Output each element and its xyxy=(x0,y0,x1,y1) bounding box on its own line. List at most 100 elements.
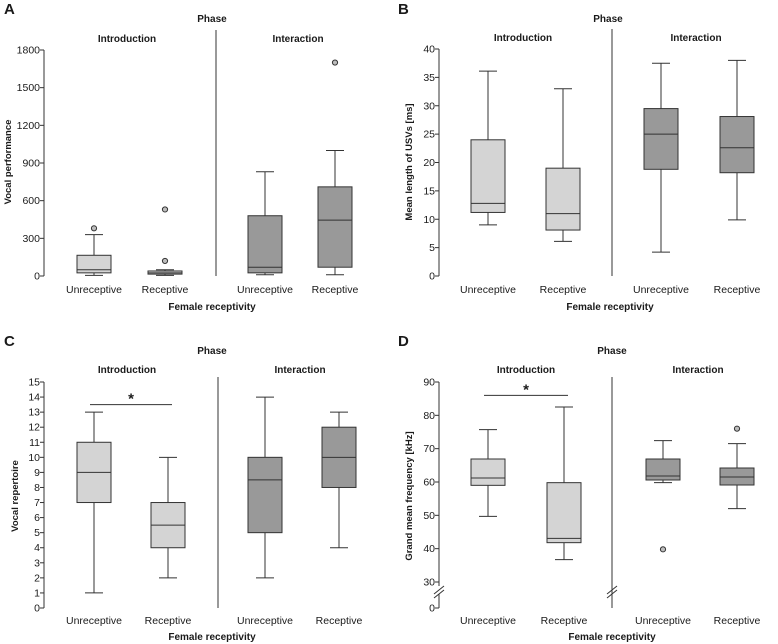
panel-b-box xyxy=(545,167,581,231)
panel-d-axis-break-mark xyxy=(433,585,445,595)
panel-d-outlier-point xyxy=(659,546,667,553)
panel-c-y-tick-label: 11 xyxy=(29,437,40,449)
panel-a-x-axis-label: Female receptivity xyxy=(168,302,256,313)
panel-d-y-tick-label: 90 xyxy=(423,377,435,389)
panel-a-y-tick-label: 300 xyxy=(22,233,40,245)
panel-d-box xyxy=(546,482,582,544)
panel-b-category-unreceptive-introduction: Unreceptive xyxy=(460,284,516,296)
panel-b-category-receptive-introduction: Receptive xyxy=(540,284,587,296)
panel-b-facet-introduction: Introduction xyxy=(494,33,552,44)
panel-b-y-tick-label: 30 xyxy=(423,100,435,112)
panel-d-axis-break-mark xyxy=(433,589,445,599)
panel-b-plot: 0 5 10 15 20 25 30 35 40 xyxy=(423,29,755,283)
panel-c-facet-interaction: Interaction xyxy=(274,365,325,376)
panel-b-box xyxy=(643,108,679,170)
panel-a-outlier-point xyxy=(331,59,339,66)
panel-d-facet-interaction: Interaction xyxy=(672,365,723,376)
panel-c-y-tick-label: 1 xyxy=(34,587,40,599)
panel-b-box xyxy=(470,139,506,213)
panel-d-y-tick-label: 70 xyxy=(423,443,435,455)
panel-a-y-tick-label: 1800 xyxy=(17,45,41,57)
panel-c-x-axis-label: Female receptivity xyxy=(168,632,256,643)
panel-d-y-tick-label: 80 xyxy=(423,410,435,422)
panel-c-category-unreceptive-introduction: Unreceptive xyxy=(66,615,122,627)
panel-c-facet-introduction: Introduction xyxy=(98,365,156,376)
panel-b: B Phase Introduction Interaction Mean le… xyxy=(398,1,761,313)
panel-a-y-tick-label: 1200 xyxy=(17,120,41,132)
panel-a-category-receptive-introduction: Receptive xyxy=(142,284,189,296)
panel-d-category-unreceptive-introduction: Unreceptive xyxy=(460,615,516,627)
panel-d-outlier-point xyxy=(733,425,741,432)
panel-c-y-tick-label: 13 xyxy=(28,407,40,419)
panel-a-y-axis-label: Vocal performance xyxy=(3,120,14,205)
panel-d-significance-label: * xyxy=(523,381,529,398)
panel-a-letter: A xyxy=(4,1,15,18)
panel-a-outlier-point xyxy=(161,257,169,265)
panel-a-box xyxy=(317,186,353,268)
panel-c-category-receptive-introduction: Receptive xyxy=(145,615,192,627)
panel-b-y-axis-label: Mean length of USVs [ms] xyxy=(404,103,415,220)
panel-c-y-tick-label: 0 xyxy=(34,603,40,615)
panel-d-y-tick-label: 60 xyxy=(423,477,435,489)
panel-d-phase-title: Phase xyxy=(597,346,627,357)
panel-c-category-unreceptive-interaction: Unreceptive xyxy=(237,615,293,627)
panel-b-facet-interaction: Interaction xyxy=(670,33,721,44)
panel-d-category-receptive-introduction: Receptive xyxy=(541,615,588,627)
panel-a-category-unreceptive-introduction: Unreceptive xyxy=(66,284,122,296)
panel-a-y-tick-label: 600 xyxy=(22,195,40,207)
panel-c-significance-label: * xyxy=(128,391,134,408)
panel-b-y-tick-label: 5 xyxy=(429,242,435,254)
panel-b-phase-title: Phase xyxy=(593,14,623,25)
panel-c-category-receptive-interaction: Receptive xyxy=(316,615,363,627)
panel-d-category-unreceptive-interaction: Unreceptive xyxy=(635,615,691,627)
panel-a: A Phase Introduction Interaction Vocal p… xyxy=(3,1,359,313)
panel-d-box xyxy=(470,458,506,486)
panel-c-y-tick-label: 14 xyxy=(28,392,40,404)
panel-b-x-axis-label: Female receptivity xyxy=(566,302,654,313)
panel-a-category-unreceptive-interaction: Unreceptive xyxy=(237,284,293,296)
panel-c-y-tick-label: 15 xyxy=(28,377,40,389)
panel-c-y-axis-label: Vocal repertoire xyxy=(10,460,21,532)
panel-b-category-unreceptive-interaction: Unreceptive xyxy=(633,284,689,296)
panel-c-y-tick-label: 2 xyxy=(34,572,40,584)
panel-b-box xyxy=(719,116,755,174)
panel-b-y-tick-label: 15 xyxy=(423,185,435,197)
panel-d-plot: 0 30 40 50 60 70 80 90 * xyxy=(423,377,755,615)
panel-a-y-tick-label: 900 xyxy=(22,158,40,170)
panel-b-y-tick-label: 20 xyxy=(423,157,435,169)
panel-c-box xyxy=(247,456,283,534)
panel-c-y-tick-label: 9 xyxy=(34,467,40,479)
panel-a-box xyxy=(247,215,283,274)
panel-c-y-tick-label: 6 xyxy=(34,512,40,524)
panel-c-y-tick-label: 7 xyxy=(34,497,40,509)
panel-c-letter: C xyxy=(4,333,15,350)
panel-a-box xyxy=(76,254,112,274)
panel-c-y-tick-label: 4 xyxy=(34,542,40,554)
panel-c-y-tick-label: 8 xyxy=(34,482,40,494)
panel-c: C Phase Introduction Interaction Vocal r… xyxy=(4,333,363,643)
panel-b-y-tick-label: 10 xyxy=(423,214,435,226)
panel-d-y-tick-label: 40 xyxy=(423,543,435,555)
panel-a-plot: 0 300 600 900 1200 1500 1800 xyxy=(17,30,353,283)
panel-d-y-tick-label: 0 xyxy=(429,603,435,615)
panel-d-y-axis-label: Grand mean frequency [kHz] xyxy=(404,431,415,560)
panel-a-outlier-point xyxy=(161,206,169,213)
panel-b-y-tick-label: 35 xyxy=(423,72,435,84)
panel-a-facet-interaction: Interaction xyxy=(272,34,323,45)
panel-a-facet-introduction: Introduction xyxy=(98,34,156,45)
panel-d-y-tick-label: 50 xyxy=(423,510,435,522)
panel-d: D Phase Introduction Interaction Grand m… xyxy=(398,333,761,643)
panel-a-outlier-point xyxy=(90,225,98,232)
panel-d-x-axis-label: Female receptivity xyxy=(568,632,656,643)
panel-d-category-receptive-interaction: Receptive xyxy=(714,615,761,627)
panel-b-letter: B xyxy=(398,1,409,18)
panel-a-y-tick-label: 0 xyxy=(34,271,40,283)
panel-d-y-tick-label: 30 xyxy=(423,577,435,589)
panel-c-y-tick-label: 3 xyxy=(34,557,40,569)
panel-b-category-receptive-interaction: Receptive xyxy=(714,284,761,296)
panel-c-y-tick-label: 10 xyxy=(28,452,40,464)
panel-a-category-receptive-interaction: Receptive xyxy=(312,284,359,296)
panel-c-y-tick-label: 5 xyxy=(34,527,40,539)
